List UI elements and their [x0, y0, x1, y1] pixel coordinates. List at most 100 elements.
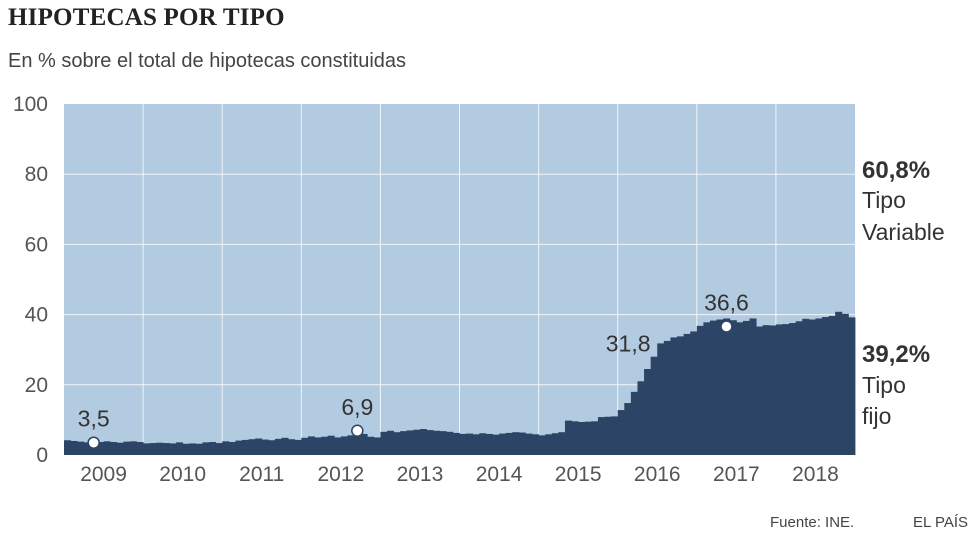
series-bar-fijo — [380, 431, 388, 455]
series-bar-fijo — [367, 436, 375, 455]
series-bar-fijo — [123, 441, 131, 455]
series-bar-fijo — [360, 433, 368, 455]
series-bar-fijo — [518, 432, 526, 455]
series-bar-fijo — [136, 442, 144, 455]
series-bar-fijo — [657, 343, 665, 455]
chart-title: HIPOTECAS POR TIPO — [8, 4, 285, 31]
series-bar-fijo — [505, 432, 513, 455]
series-bar-fijo — [413, 429, 421, 455]
annotation-marker — [351, 424, 364, 438]
series-bar-fijo — [630, 391, 638, 455]
series-bar-fijo — [156, 442, 164, 455]
series-bar-fijo — [406, 430, 414, 455]
series-bar-fijo — [762, 325, 770, 455]
series-bar-fijo — [782, 324, 790, 455]
series-bar-fijo — [512, 432, 520, 455]
series-bar-fijo — [479, 433, 487, 455]
series-bar-fijo — [446, 431, 454, 455]
series-bar-fijo — [696, 325, 704, 455]
annotation-label: 6,9 — [341, 394, 373, 420]
series-bar-fijo — [288, 439, 296, 455]
series-bar-fijo — [835, 311, 843, 455]
series-bar-fijo — [650, 356, 658, 455]
annotation-label: 36,6 — [704, 290, 749, 316]
series-bar-fijo — [255, 438, 263, 455]
series-bar-fijo — [663, 340, 671, 455]
series-bar-fijo — [545, 434, 553, 455]
x-tick-label: 2018 — [792, 463, 839, 486]
x-tick-label: 2017 — [713, 463, 760, 486]
series-bar-fijo — [182, 443, 190, 455]
series-bar-fijo — [373, 437, 381, 455]
series-bar-fijo — [822, 317, 830, 455]
series-bar-fijo — [716, 319, 724, 455]
series-bar-fijo — [584, 421, 592, 455]
series-bar-fijo — [578, 422, 586, 455]
series-bar-fijo — [162, 443, 170, 455]
end-label-variable-name: Variable — [862, 219, 945, 245]
series-bar-fijo — [485, 433, 493, 455]
series-bar-fijo — [393, 432, 401, 455]
series-bar-fijo — [472, 434, 480, 455]
series-bar-fijo — [110, 442, 118, 455]
x-tick-label: 2015 — [555, 463, 602, 486]
series-bar-fijo — [314, 437, 322, 455]
series-bar-fijo — [354, 436, 362, 455]
series-bar-fijo — [848, 317, 856, 455]
x-tick-label: 2013 — [397, 463, 444, 486]
series-bar-fijo — [209, 442, 217, 455]
y-tick-label: 100 — [13, 93, 48, 116]
series-bar-fijo — [670, 337, 678, 455]
series-bar-fijo — [274, 438, 282, 455]
annotation-label: 3,5 — [78, 406, 110, 432]
series-bar-fijo — [815, 318, 823, 455]
end-label-variable-name: Tipo — [862, 187, 906, 213]
series-bar-fijo — [644, 369, 652, 455]
series-bar-fijo — [736, 322, 744, 455]
source-note: Fuente: INE. — [770, 514, 855, 531]
annotation-marker — [720, 320, 733, 333]
brand-label: EL PAÍS — [913, 514, 969, 531]
series-bar-fijo — [709, 320, 717, 455]
series-bar-fijo — [591, 421, 599, 455]
x-tick-label: 2010 — [159, 463, 206, 486]
series-bar-fijo — [532, 434, 539, 455]
series-bar-fijo — [400, 431, 408, 455]
series-bar-fijo — [386, 430, 394, 455]
series-bar-fijo — [419, 429, 427, 455]
series-bar-fijo — [281, 437, 289, 455]
series-bar-fijo — [70, 440, 78, 455]
series-bar-fijo — [116, 442, 124, 455]
series-bar-fijo — [611, 416, 619, 455]
series-bar-fijo — [83, 442, 91, 455]
series-bar-fijo — [551, 433, 559, 455]
y-tick-label: 40 — [25, 304, 48, 327]
series-bar-fijo — [571, 421, 579, 455]
series-bar-fijo — [789, 323, 797, 455]
series-bar-fijo — [756, 326, 764, 455]
x-tick-label: 2009 — [80, 463, 127, 486]
series-bar-fijo — [683, 333, 691, 455]
series-bar-fijo — [202, 442, 210, 455]
series-bar-fijo — [294, 439, 302, 455]
series-bar-fijo — [703, 322, 711, 455]
series-bar-fijo — [228, 442, 236, 455]
series-bar-fijo — [749, 318, 757, 455]
series-bar-fijo — [690, 331, 698, 455]
y-tick-label: 0 — [36, 444, 48, 467]
series-bar-fijo — [222, 441, 230, 455]
series-bar-fijo — [96, 442, 104, 455]
series-bar-fijo — [334, 437, 342, 455]
series-bar-fijo — [268, 440, 276, 455]
series-bar-fijo — [775, 324, 783, 455]
series-bar-fijo — [143, 443, 151, 455]
series-bar-fijo — [617, 410, 625, 455]
series-bar-fijo — [426, 430, 434, 455]
series-bar-fijo — [340, 436, 348, 455]
x-tick-label: 2016 — [634, 463, 681, 486]
end-label-variable-percent: 60,8% — [862, 157, 930, 184]
end-label-fijo-name: fijo — [862, 403, 891, 429]
x-tick-label: 2014 — [476, 463, 523, 486]
series-bar-fijo — [439, 431, 447, 455]
series-bar-fijo — [321, 436, 329, 455]
